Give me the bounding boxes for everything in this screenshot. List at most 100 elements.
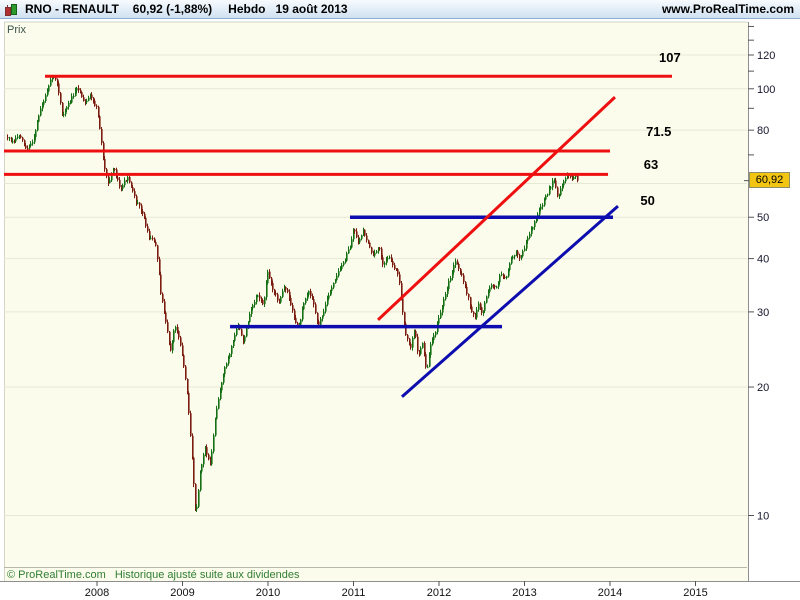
candle-body	[289, 291, 291, 298]
candle-body	[213, 435, 215, 452]
candle-body	[134, 191, 136, 197]
candle-body	[536, 219, 538, 222]
last-price-and-change: 60,92 (-1,88%)	[132, 2, 213, 16]
candle-body	[489, 287, 491, 292]
candle-body	[42, 104, 44, 109]
candle-body	[254, 302, 256, 306]
candle-body	[404, 312, 406, 324]
candle-body	[514, 255, 516, 257]
candle-body	[526, 240, 528, 249]
candle-body	[465, 282, 467, 287]
candle-body	[127, 176, 129, 181]
candle-body	[38, 115, 40, 122]
candle-body	[27, 148, 29, 150]
candle-body	[96, 105, 98, 107]
candle-body	[335, 280, 337, 283]
candle-body	[164, 301, 166, 313]
candle-body	[19, 135, 21, 137]
candle-body	[506, 276, 508, 279]
candle-body	[351, 239, 353, 248]
candle-body	[22, 137, 24, 141]
candle-body	[88, 97, 90, 101]
candle-body	[108, 176, 110, 183]
candle-body	[47, 91, 49, 96]
candle-body	[545, 195, 547, 200]
candle-body	[45, 95, 47, 102]
candle-body	[221, 382, 223, 391]
candle-body	[275, 292, 277, 295]
candle-body	[460, 268, 462, 274]
candle-body	[308, 291, 310, 295]
candle-body	[433, 335, 435, 340]
candle-body	[554, 180, 556, 182]
candle-body	[101, 128, 103, 144]
candle-body	[364, 229, 366, 236]
level-label-107: 107	[659, 50, 681, 65]
candle-body	[318, 321, 320, 325]
candle-body	[60, 93, 62, 103]
candle-body	[519, 254, 521, 259]
candle-body	[259, 295, 261, 299]
candle-body	[481, 307, 483, 313]
copyright-link[interactable]: © ProRealTime.com	[7, 569, 106, 581]
candle-body	[78, 88, 80, 91]
candle-body	[305, 298, 307, 304]
candle-body	[302, 309, 304, 320]
candle-body	[65, 109, 67, 115]
quote-date-label: 19 août 2013	[275, 2, 348, 16]
candle-body	[494, 285, 496, 288]
candle-body	[386, 258, 388, 263]
prorealtime-site-link[interactable]: www.ProRealTime.com	[661, 2, 794, 16]
chart-title-bar: RNO - RENAULT 60,92 (-1,88%) Hebdo 19 ao…	[0, 0, 800, 19]
candle-body	[547, 194, 549, 196]
candle-body	[429, 354, 431, 367]
candle-body	[271, 278, 273, 283]
candle-body	[73, 95, 75, 97]
candle-body	[387, 258, 389, 260]
candle-body	[447, 289, 449, 295]
candle-body	[323, 311, 325, 316]
candle-body	[170, 343, 172, 351]
candle-body	[294, 310, 296, 318]
candle-body	[484, 302, 486, 311]
candle-body	[216, 408, 218, 419]
candle-body	[157, 245, 159, 260]
candle-body	[90, 94, 92, 98]
candle-body	[419, 351, 421, 354]
candle-body	[12, 141, 14, 143]
candle-body	[70, 102, 72, 104]
candle-body	[251, 308, 253, 314]
candle-body	[358, 237, 360, 243]
candle-body	[559, 194, 561, 197]
candle-body	[442, 306, 444, 313]
candle-body	[483, 310, 485, 313]
candle-body	[496, 286, 498, 288]
candle-body	[422, 342, 424, 348]
candle-body	[539, 209, 541, 215]
candle-body	[252, 305, 254, 309]
candle-body	[147, 226, 149, 232]
candle-body	[517, 251, 519, 255]
candle-body	[331, 287, 333, 291]
candle-body	[453, 265, 455, 273]
x-axis-label-2015: 2015	[683, 587, 707, 599]
candle-body	[550, 187, 552, 189]
candle-body	[531, 229, 533, 234]
candle-body	[475, 314, 477, 318]
chart-plot-area[interactable]	[4, 22, 748, 581]
candle-body	[178, 331, 180, 338]
candle-body	[542, 205, 544, 207]
candle-body	[575, 175, 577, 178]
candle-body	[330, 290, 332, 296]
candle-body	[182, 345, 184, 356]
candle-body	[509, 263, 511, 270]
candle-body	[555, 180, 557, 188]
candle-body	[516, 251, 518, 256]
candle-body	[448, 280, 450, 290]
candle-body	[144, 213, 146, 218]
candle-body	[119, 179, 121, 187]
candle-body	[327, 298, 329, 305]
candle-body	[50, 79, 52, 86]
candle-body	[261, 298, 263, 300]
candle-body	[11, 137, 13, 142]
